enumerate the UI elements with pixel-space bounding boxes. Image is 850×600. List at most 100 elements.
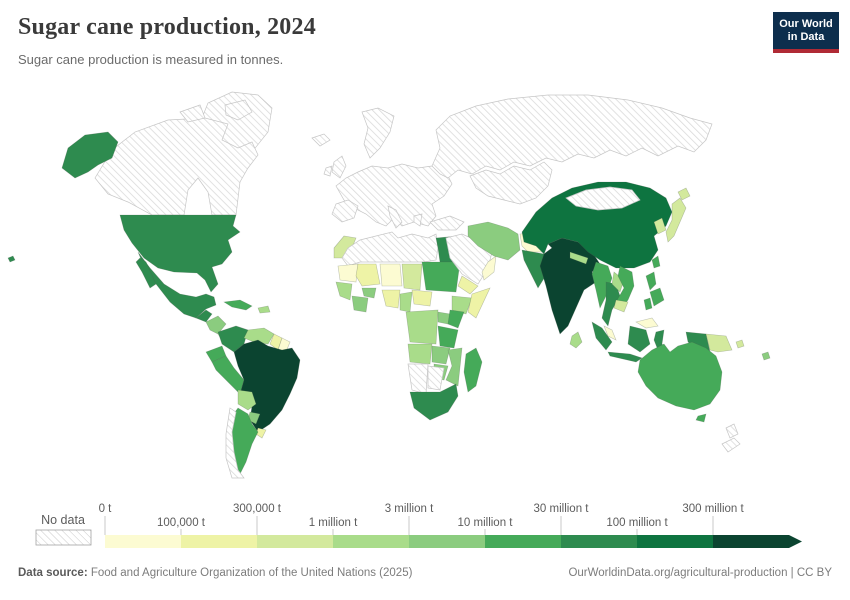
- region-new-zealand-north[interactable]: [725, 423, 739, 439]
- legend-bin-8-arrow[interactable]: [713, 535, 802, 548]
- region-mauritania[interactable]: [337, 263, 359, 283]
- region-china[interactable]: [521, 181, 673, 269]
- legend-bin-3[interactable]: [333, 535, 409, 548]
- region-cameroon[interactable]: [399, 291, 413, 313]
- region-turkey[interactable]: [429, 215, 465, 231]
- owid-link[interactable]: OurWorldinData.org/agricultural-producti…: [568, 567, 832, 579]
- region-north-africa[interactable]: [341, 231, 439, 267]
- region-europe[interactable]: [335, 163, 453, 227]
- region-hawaii[interactable]: [7, 255, 16, 263]
- region-brazil[interactable]: [233, 339, 301, 433]
- region-bolivia[interactable]: [237, 389, 257, 411]
- region-nigeria[interactable]: [381, 289, 401, 309]
- region-venezuela[interactable]: [243, 327, 275, 345]
- region-malaysia[interactable]: [603, 325, 617, 341]
- data-source-text: Data source: Food and Agriculture Organi…: [18, 567, 412, 579]
- region-guatemala[interactable]: [195, 309, 213, 323]
- legend-bin-5[interactable]: [485, 535, 561, 548]
- legend-bin-4[interactable]: [409, 535, 485, 548]
- region-nepal[interactable]: [569, 251, 589, 265]
- region-angola[interactable]: [407, 343, 433, 365]
- region-myanmar[interactable]: [591, 261, 613, 309]
- owid-logo[interactable]: Our World in Data: [773, 12, 839, 53]
- region-niger[interactable]: [379, 263, 403, 287]
- region-arctic-islands-2[interactable]: [179, 104, 206, 123]
- region-united-kingdom[interactable]: [331, 155, 347, 179]
- region-arctic-islands[interactable]: [224, 99, 253, 121]
- region-taiwan[interactable]: [651, 255, 661, 269]
- region-iceland[interactable]: [311, 133, 331, 147]
- region-philippines-mindanao[interactable]: [643, 297, 653, 311]
- region-alaska[interactable]: [61, 131, 119, 179]
- region-zambia[interactable]: [431, 345, 451, 365]
- region-chile[interactable]: [225, 407, 245, 479]
- region-burkina-faso[interactable]: [361, 287, 377, 299]
- region-iberia[interactable]: [331, 199, 359, 223]
- region-mali[interactable]: [355, 263, 381, 287]
- region-mozambique[interactable]: [445, 347, 463, 387]
- region-papua-new-guinea[interactable]: [705, 333, 733, 353]
- legend-tick-4: 3 million t: [385, 503, 434, 515]
- owid-logo-line2: in Data: [787, 30, 825, 43]
- legend-tick-3: 1 million t: [309, 517, 358, 529]
- region-cambodia[interactable]: [613, 299, 629, 313]
- region-senegal-guinea[interactable]: [335, 281, 353, 301]
- legend-tick-7: 100 million t: [606, 517, 668, 529]
- region-ivory-coast-ghana[interactable]: [351, 295, 369, 313]
- region-central-asia[interactable]: [469, 161, 553, 205]
- legend-tick-8: 300 million t: [682, 503, 744, 515]
- region-south-korea[interactable]: [653, 217, 667, 235]
- region-australia[interactable]: [637, 341, 723, 411]
- legend-tick-6: 30 million t: [534, 503, 590, 515]
- region-yemen[interactable]: [457, 275, 479, 295]
- region-usa[interactable]: [119, 214, 241, 293]
- region-greece[interactable]: [413, 213, 423, 227]
- region-baja-california[interactable]: [135, 257, 157, 289]
- region-new-zealand-south[interactable]: [721, 437, 741, 453]
- region-iran[interactable]: [467, 221, 521, 261]
- region-indonesia-sumatra[interactable]: [591, 321, 613, 351]
- region-kenya[interactable]: [447, 309, 465, 329]
- region-russia[interactable]: [431, 94, 713, 179]
- region-sri-lanka[interactable]: [569, 331, 583, 349]
- region-mongolia-overlay[interactable]: [565, 186, 641, 211]
- region-ethiopia[interactable]: [451, 295, 473, 315]
- legend-tick-0: 0 t: [99, 503, 113, 515]
- region-fiji[interactable]: [761, 351, 771, 361]
- region-tasmania[interactable]: [695, 413, 707, 423]
- region-chad[interactable]: [401, 263, 423, 291]
- region-japan-hokkaido[interactable]: [677, 187, 691, 201]
- region-south-africa[interactable]: [409, 383, 459, 421]
- region-philippines-visayas[interactable]: [649, 287, 665, 307]
- region-cuba[interactable]: [223, 299, 253, 311]
- region-sudan[interactable]: [421, 261, 461, 293]
- region-scandinavia[interactable]: [361, 107, 395, 159]
- region-namibia[interactable]: [407, 363, 429, 395]
- region-mexico[interactable]: [137, 251, 217, 319]
- legend-no-data-swatch[interactable]: [35, 529, 92, 546]
- region-solomon-islands[interactable]: [735, 339, 745, 349]
- map-legend: No data 0 t 100,000 t 300,000 t 1 millio…: [35, 503, 802, 548]
- legend-bin-1[interactable]: [181, 535, 257, 548]
- region-hispaniola[interactable]: [257, 305, 271, 314]
- legend-bin-7[interactable]: [637, 535, 713, 548]
- legend-bin-2[interactable]: [257, 535, 333, 548]
- region-honduras-nicaragua[interactable]: [205, 315, 227, 335]
- region-oman[interactable]: [481, 255, 497, 281]
- region-botswana[interactable]: [427, 365, 445, 391]
- region-somalia[interactable]: [467, 287, 491, 319]
- region-indonesia-java[interactable]: [607, 351, 643, 363]
- region-ireland[interactable]: [323, 165, 333, 177]
- legend-bin-6[interactable]: [561, 535, 637, 548]
- region-italy[interactable]: [387, 205, 403, 229]
- region-philippines-luzon[interactable]: [645, 271, 657, 291]
- owid-logo-line1: Our World: [779, 17, 833, 30]
- region-malaysia-borneo[interactable]: [635, 317, 659, 329]
- region-dr-congo[interactable]: [405, 309, 439, 345]
- region-japan[interactable]: [665, 197, 687, 243]
- region-central-african-republic[interactable]: [411, 289, 433, 307]
- region-tanzania[interactable]: [437, 325, 459, 349]
- region-indonesia-borneo[interactable]: [627, 325, 651, 353]
- legend-bin-0[interactable]: [105, 535, 181, 548]
- region-madagascar[interactable]: [463, 347, 483, 393]
